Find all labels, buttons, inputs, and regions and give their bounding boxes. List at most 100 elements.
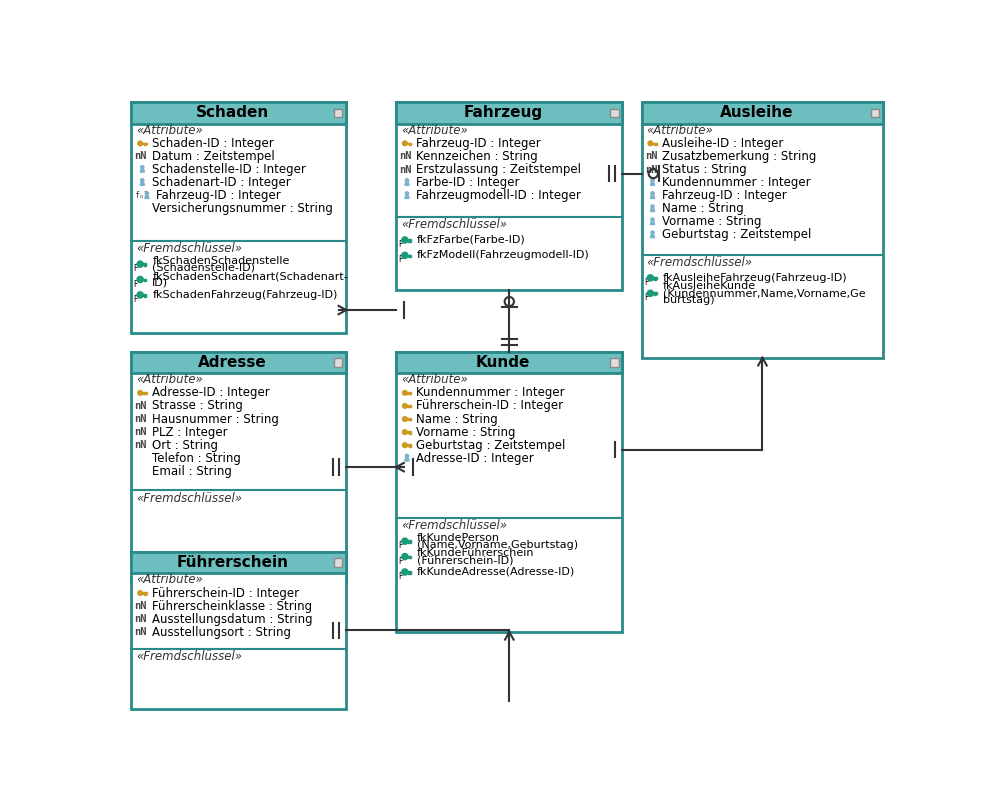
Circle shape bbox=[146, 192, 148, 195]
Text: Adresse: Adresse bbox=[198, 355, 267, 370]
Bar bbox=[396, 352, 623, 632]
Text: nN: nN bbox=[135, 601, 148, 611]
Text: fkSchadenSchadenstelle: fkSchadenSchadenstelle bbox=[152, 256, 290, 266]
Text: Ausleihe-ID : Integer: Ausleihe-ID : Integer bbox=[661, 137, 783, 150]
Text: Führerscheinklasse : String: Führerscheinklasse : String bbox=[151, 600, 312, 613]
Text: Schaden: Schaden bbox=[196, 106, 269, 121]
Bar bbox=[409, 255, 410, 257]
Bar bbox=[146, 143, 147, 145]
Circle shape bbox=[139, 294, 142, 296]
Text: Email : String: Email : String bbox=[151, 465, 232, 478]
Circle shape bbox=[405, 454, 409, 458]
Text: Schaden-ID : Integer: Schaden-ID : Integer bbox=[151, 137, 273, 150]
Bar bbox=[410, 240, 411, 242]
Bar bbox=[654, 278, 655, 279]
Bar bbox=[142, 278, 147, 280]
Circle shape bbox=[404, 540, 406, 542]
Bar bbox=[142, 263, 147, 265]
Text: fkFzFarbe(Farbe-ID): fkFzFarbe(Farbe-ID) bbox=[417, 235, 526, 245]
Text: «Fremdschlüssel»: «Fremdschlüssel» bbox=[401, 519, 507, 532]
Bar bbox=[407, 142, 411, 144]
Bar bbox=[410, 432, 411, 434]
Circle shape bbox=[138, 590, 143, 595]
Bar bbox=[406, 571, 411, 573]
Bar bbox=[334, 558, 343, 567]
Circle shape bbox=[650, 178, 654, 182]
Circle shape bbox=[650, 205, 654, 208]
Text: «Attribute»: «Attribute» bbox=[136, 374, 203, 386]
Bar bbox=[144, 295, 145, 297]
Bar bbox=[146, 393, 147, 394]
Text: nN: nN bbox=[399, 165, 412, 174]
Bar bbox=[655, 143, 656, 145]
Text: Vorname : String: Vorname : String bbox=[416, 426, 516, 438]
Text: Datum : Zeitstempel: Datum : Zeitstempel bbox=[151, 150, 274, 163]
Text: Schadenstelle-ID : Integer: Schadenstelle-ID : Integer bbox=[151, 163, 306, 176]
Text: Adresse-ID : Integer: Adresse-ID : Integer bbox=[416, 452, 534, 465]
Bar bbox=[409, 406, 410, 407]
Bar bbox=[132, 102, 346, 333]
Text: F: F bbox=[398, 572, 403, 581]
Text: F: F bbox=[644, 278, 648, 287]
Bar bbox=[407, 392, 411, 394]
Bar bbox=[406, 556, 411, 558]
Bar bbox=[334, 358, 343, 366]
Bar bbox=[652, 142, 656, 144]
Circle shape bbox=[648, 141, 652, 146]
Text: Kundennummer : Integer: Kundennummer : Integer bbox=[661, 176, 811, 189]
Text: Farbe-ID : Integer: Farbe-ID : Integer bbox=[416, 176, 520, 189]
Polygon shape bbox=[405, 183, 409, 186]
Bar bbox=[407, 418, 411, 420]
Text: Status : String: Status : String bbox=[661, 163, 746, 176]
Text: Fahrzeug: Fahrzeug bbox=[463, 106, 543, 121]
Text: Vorname : String: Vorname : String bbox=[661, 215, 761, 228]
Circle shape bbox=[649, 292, 651, 294]
Bar bbox=[146, 280, 147, 282]
Text: (Name,Vorname,Geburtstag): (Name,Vorname,Geburtstag) bbox=[417, 540, 578, 550]
Text: burtstag): burtstag) bbox=[662, 295, 714, 306]
Text: nN: nN bbox=[135, 427, 148, 437]
Text: «Fremdschlüssel»: «Fremdschlüssel» bbox=[136, 492, 243, 505]
Text: Ausleihe: Ausleihe bbox=[720, 106, 793, 121]
Bar bbox=[406, 254, 411, 256]
Circle shape bbox=[649, 277, 651, 279]
Text: F: F bbox=[134, 295, 139, 304]
Text: Geburtstag : Zeitstempel: Geburtstag : Zeitstempel bbox=[661, 229, 811, 242]
Text: fkKundePerson: fkKundePerson bbox=[417, 533, 500, 542]
Circle shape bbox=[650, 192, 654, 195]
Circle shape bbox=[405, 192, 409, 195]
Bar bbox=[406, 540, 411, 542]
Text: F: F bbox=[134, 280, 139, 289]
Text: «Attribute»: «Attribute» bbox=[401, 124, 467, 137]
Polygon shape bbox=[650, 235, 654, 238]
Polygon shape bbox=[650, 196, 654, 198]
Text: fkSchadenFahrzeug(Fahrzeug-ID): fkSchadenFahrzeug(Fahrzeug-ID) bbox=[152, 290, 338, 300]
Text: Ausstellungsdatum : String: Ausstellungsdatum : String bbox=[151, 613, 312, 626]
Text: Führerschein-ID : Integer: Führerschein-ID : Integer bbox=[151, 586, 299, 599]
Circle shape bbox=[403, 141, 407, 146]
Bar bbox=[144, 264, 145, 266]
Bar bbox=[132, 552, 346, 709]
Bar bbox=[406, 239, 411, 241]
Text: fkSchadenSchadenart(Schadenart-: fkSchadenSchadenart(Schadenart- bbox=[152, 271, 348, 281]
Circle shape bbox=[141, 178, 144, 182]
Circle shape bbox=[138, 390, 143, 395]
Bar bbox=[407, 405, 411, 406]
Text: Geburtstag : Zeitstempel: Geburtstag : Zeitstempel bbox=[416, 438, 565, 452]
Text: Kundennummer : Integer: Kundennummer : Integer bbox=[416, 386, 565, 399]
Bar bbox=[132, 552, 346, 574]
Text: (Kundennummer,Name,Vorname,Ge: (Kundennummer,Name,Vorname,Ge bbox=[662, 288, 865, 298]
Text: «Fremdschlüssel»: «Fremdschlüssel» bbox=[136, 242, 243, 255]
Circle shape bbox=[403, 443, 407, 447]
Bar bbox=[409, 572, 410, 574]
Text: ID): ID) bbox=[152, 278, 168, 288]
Circle shape bbox=[139, 278, 142, 281]
Polygon shape bbox=[405, 196, 409, 198]
Text: Fahrzeug-ID : Integer: Fahrzeug-ID : Integer bbox=[156, 190, 281, 202]
Text: Kunde: Kunde bbox=[476, 355, 531, 370]
Bar bbox=[410, 393, 411, 394]
Text: Kennzeichen : String: Kennzeichen : String bbox=[416, 150, 538, 163]
Bar bbox=[410, 255, 411, 257]
Bar bbox=[410, 557, 411, 558]
Text: (Führerschein-ID): (Führerschein-ID) bbox=[417, 555, 514, 565]
